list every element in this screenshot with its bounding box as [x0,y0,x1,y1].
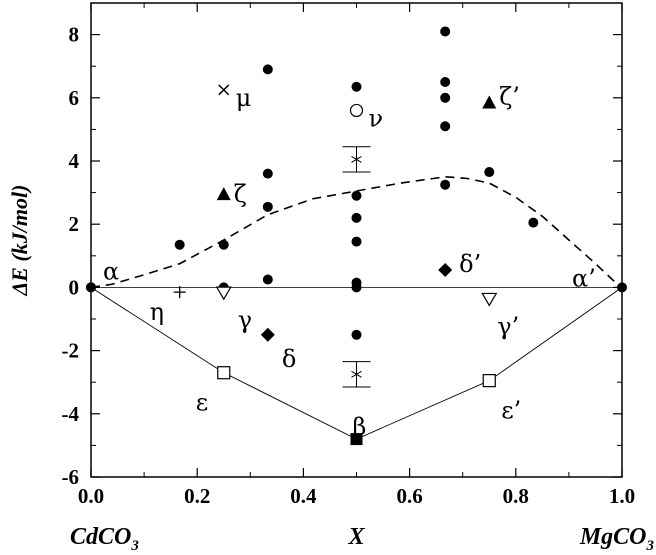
structure-label: δ’ [459,250,481,278]
structure-label: ζ [234,180,247,208]
square-open-marker [217,366,231,380]
x-tick-label: 0.0 [78,484,104,508]
triangle-down-marker [215,286,232,301]
diamond-marker [438,263,453,278]
triangle-up-marker [216,187,231,201]
y-tick-label: 0 [69,275,80,299]
y-tick-label: 2 [69,212,80,236]
y-tick-label: -4 [62,402,80,426]
structure-point [351,236,362,247]
structure-point [440,121,451,132]
structure-point [262,64,273,75]
structure-point [351,81,362,92]
structure-label: γ’ [497,312,519,340]
structure-label: η [150,298,164,326]
plus-marker [173,286,186,299]
structure-label: α [103,257,119,285]
asterisk-marker [351,153,362,166]
x-axis-label: X [347,524,365,550]
structure-point [218,239,229,250]
structure-point [174,239,185,250]
structure-label: ν [369,104,384,132]
y-tick-label: 8 [69,23,80,47]
square-filled-marker [350,433,363,446]
structure-label: ε [196,389,208,417]
structure-point [351,329,362,340]
structure-point [528,217,539,228]
structure-label: μ [236,84,252,112]
y-tick-label: 4 [69,149,80,173]
y-tick-label: 6 [69,86,80,110]
structure-label: ε’ [501,397,521,425]
structure-label: ζ’ [499,83,520,111]
structure-label: β [353,413,367,441]
structure-point [440,26,451,37]
x-tick-label: 0.6 [396,484,422,508]
end-label-right: MgCO3 [579,524,655,554]
structure-point [351,212,362,223]
y-axis-label: ΔE (kJ/mol) [7,185,32,297]
structure-point [440,77,451,87]
structure-point [440,92,451,103]
end-label-left: CdCO3 [70,524,139,554]
structure-label: α’ [572,264,596,292]
structure-point [440,179,451,190]
structure-point [86,282,96,293]
square-open-marker [482,374,496,388]
mixing-energy-curve [90,175,623,289]
structure-point [262,168,273,179]
structure-point [351,282,362,293]
cross-marker [218,84,230,96]
diamond-marker [260,327,275,342]
structure-point [262,274,273,285]
y-tick-label: -2 [62,339,80,363]
structure-point [262,201,273,212]
circle-open-marker [349,103,364,118]
structure-point [617,282,627,293]
x-tick-label: 1.0 [609,484,635,508]
structure-point [484,167,495,178]
structure-point [351,190,362,201]
structure-label: γ [238,306,252,334]
x-tick-label: 0.8 [503,484,529,508]
asterisk-marker [351,368,362,381]
triangle-up-marker [482,95,497,109]
structure-label: δ [282,345,296,373]
x-tick-label: 0.2 [184,484,210,508]
triangle-down-marker [481,292,498,307]
x-tick-label: 0.4 [290,484,317,508]
y-tick-label: -6 [62,465,80,489]
